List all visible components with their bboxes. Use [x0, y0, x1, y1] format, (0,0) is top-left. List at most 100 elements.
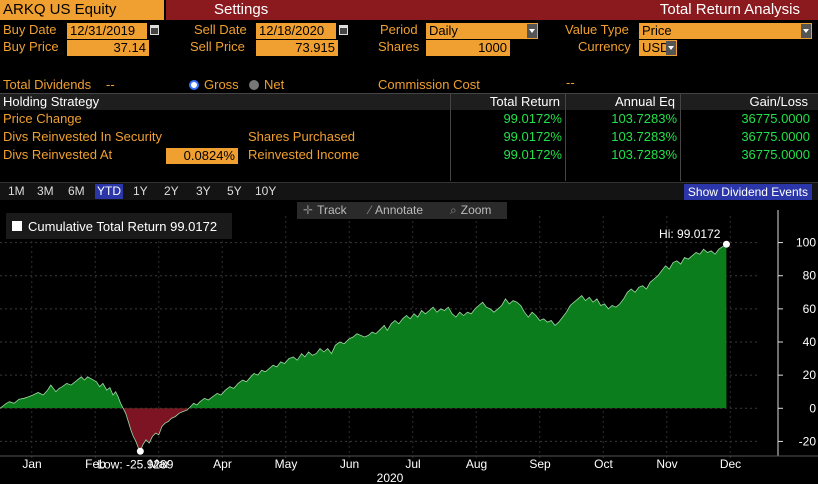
legend-text: Cumulative Total Return 99.0172 — [28, 219, 218, 234]
buy-price-field[interactable]: 37.14 — [67, 40, 149, 56]
table-header: Holding Strategy Total Return Annual Eq … — [0, 93, 818, 110]
gain-loss-cell: 36775.0000 — [741, 147, 810, 162]
crosshair-icon: ✛ — [303, 203, 314, 217]
buy-date-label: Buy Date — [3, 22, 57, 37]
annotate-label: Annotate — [375, 203, 424, 217]
y-tick-label: 40 — [803, 335, 817, 349]
shares-field[interactable]: 1000 — [426, 40, 510, 56]
currency-dropdown[interactable]: USD — [639, 40, 677, 56]
annual-eq-cell: 103.7283% — [611, 147, 677, 162]
sell-price-value: 73.915 — [295, 40, 335, 55]
positive-area — [0, 244, 727, 409]
value-type-label: Value Type — [565, 22, 629, 37]
gain-loss-cell: 36775.0000 — [741, 129, 810, 144]
net-label: Net — [264, 77, 285, 92]
x-tick-label: Jan — [22, 457, 41, 471]
zoom-tool[interactable]: ⌕ Zoom — [450, 203, 491, 218]
annotate-tool[interactable]: ⁄ Annotate — [369, 203, 423, 218]
calendar-icon[interactable] — [150, 25, 159, 35]
return-chart[interactable]: 100 80 60 40 20 0 -20 Hi: 99.0172 Low: -25.9289 J… — [0, 200, 818, 484]
buy-price-label: Buy Price — [3, 39, 59, 54]
calendar-icon[interactable] — [339, 25, 348, 35]
y-tick-label: -20 — [799, 434, 817, 448]
buy-date-field[interactable]: 12/31/2019 — [67, 23, 147, 39]
row-label: Price Change — [3, 111, 82, 126]
period-10y-button[interactable]: 10Y — [255, 184, 277, 198]
annual-eq-cell: 103.7283% — [611, 129, 677, 144]
low-point — [136, 447, 144, 455]
zoom-label: Zoom — [460, 203, 492, 217]
sell-date-value: 12/18/2020 — [259, 23, 325, 38]
total-return-cell: 99.0172% — [503, 147, 562, 162]
column-divider — [680, 93, 681, 181]
header-gain-loss: Gain/Loss — [749, 94, 808, 109]
x-tick-label: Feb — [85, 457, 106, 471]
negative-area — [0, 408, 727, 452]
reinvest-rate-field[interactable]: 0.0824% — [166, 148, 238, 164]
y-tick-label: 80 — [803, 269, 817, 283]
chevron-down-icon — [527, 24, 537, 38]
row-extra-label: Shares Purchased — [248, 129, 355, 144]
row-label: Divs Reinvested At — [3, 147, 113, 162]
period-3m-button[interactable]: 3M — [37, 184, 54, 198]
gross-radio-icon[interactable] — [189, 80, 199, 90]
chart-toolbar: ✛ Track ⁄ Annotate ⌕ Zoom — [297, 202, 507, 219]
chevron-down-icon — [801, 24, 811, 38]
y-tick-label: 60 — [803, 302, 817, 316]
settings-label: Settings — [214, 1, 269, 18]
show-dividend-events-button[interactable]: Show Dividend Events — [683, 184, 812, 200]
low-label: Low: -25.9289 — [97, 457, 173, 471]
x-tick-label: Nov — [656, 457, 677, 471]
x-tick-label: May — [275, 457, 298, 471]
total-dividends-value: -- — [106, 77, 115, 92]
commission-label: Commission Cost — [378, 77, 480, 92]
return-line — [0, 243, 727, 453]
buy-price-value: 37.14 — [113, 40, 146, 55]
hi-label: Hi: 99.0172 — [659, 227, 721, 241]
period-6m-button[interactable]: 6M — [68, 184, 85, 198]
ticker-label: ARKQ US Equity — [3, 1, 117, 18]
net-radio-icon[interactable] — [249, 80, 259, 90]
period-1m-button[interactable]: 1M — [8, 184, 25, 198]
title-bar — [0, 0, 818, 20]
sell-date-label: Sell Date — [194, 22, 247, 37]
gross-label: Gross — [204, 77, 239, 92]
gain-loss-cell: 36775.0000 — [741, 111, 810, 126]
sell-price-field[interactable]: 73.915 — [256, 40, 338, 56]
period-dropdown[interactable]: Daily — [426, 23, 538, 39]
period-3y-button[interactable]: 3Y — [196, 184, 211, 198]
x-tick-label: Apr — [213, 457, 232, 471]
period-1y-button[interactable]: 1Y — [133, 184, 148, 198]
sell-price-label: Sell Price — [190, 39, 245, 54]
legend-swatch — [12, 221, 22, 231]
x-tick-label: Jun — [340, 457, 359, 471]
header-total-return: Total Return — [489, 94, 560, 109]
x-tick-label: Aug — [466, 457, 487, 471]
column-divider — [565, 93, 566, 181]
x-tick-label: Oct — [594, 457, 613, 471]
track-tool[interactable]: ✛ Track — [303, 203, 347, 218]
period-5y-button[interactable]: 5Y — [227, 184, 242, 198]
value-type-dropdown[interactable]: Price — [639, 23, 812, 39]
settings-tab[interactable]: Settings — [168, 0, 348, 20]
x-tick-label: Dec — [720, 457, 741, 471]
period-label: Period — [380, 22, 418, 37]
chart-legend: Cumulative Total Return 99.0172 — [6, 213, 232, 239]
value-type-value: Price — [642, 23, 672, 38]
column-divider — [450, 93, 451, 181]
pencil-icon: ⁄ — [369, 203, 372, 217]
commission-value: -- — [566, 75, 575, 90]
annual-eq-cell: 103.7283% — [611, 111, 677, 126]
ticker-field[interactable]: ARKQ US Equity — [0, 0, 166, 20]
shares-value: 1000 — [478, 40, 507, 55]
period-bar: 1M 3M 6M YTD 1Y 2Y 3Y 5Y 10Y Show Divide… — [0, 182, 818, 200]
y-tick-label: 20 — [803, 368, 817, 382]
period-2y-button[interactable]: 2Y — [164, 184, 179, 198]
x-tick-label: Jul — [405, 457, 420, 471]
header-annual-eq: Annual Eq — [615, 94, 675, 109]
reinvest-rate-value: 0.0824% — [183, 148, 235, 163]
x-tick-label: Mar — [149, 457, 170, 471]
period-ytd-button[interactable]: YTD — [95, 184, 123, 199]
y-tick-label: 100 — [796, 236, 816, 250]
sell-date-field[interactable]: 12/18/2020 — [256, 23, 336, 39]
